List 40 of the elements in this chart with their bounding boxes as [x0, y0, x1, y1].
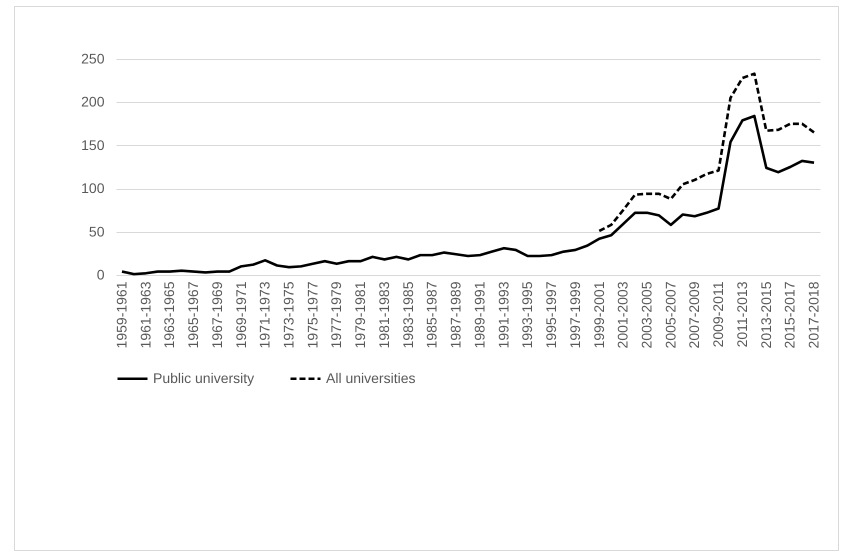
x-tick-label: 1971-1973 — [256, 281, 273, 348]
x-tick-label: 2007-2009 — [686, 281, 702, 348]
x-tick-label: 2003-2005 — [638, 281, 654, 348]
y-tick-label: 200 — [81, 94, 105, 110]
x-tick-label: 1977-1979 — [328, 281, 344, 348]
x-tick-label: 2009-2011 — [710, 281, 726, 348]
x-tick-label: 2005-2007 — [662, 281, 678, 348]
line-series — [120, 114, 816, 276]
x-tick-label: 1965-1967 — [185, 281, 202, 348]
x-tick-label: 1985-1987 — [424, 281, 440, 348]
x-tick-label: 1989-1991 — [471, 281, 488, 348]
x-tick-label: 1975-1977 — [304, 281, 320, 348]
x-tick-label: 1961-1963 — [137, 281, 154, 348]
legend-label: Public university — [153, 370, 254, 386]
x-tick-label: 2011-2013 — [734, 281, 750, 348]
x-tick-label: 1969-1971 — [232, 281, 249, 348]
x-tick-label: 1993-1995 — [519, 281, 536, 348]
y-tick-label: 50 — [88, 223, 105, 240]
x-tick-label: 1987-1989 — [448, 281, 464, 348]
x-tick-label: 2013-2015 — [758, 281, 774, 348]
line-series — [598, 72, 816, 232]
x-tick-label: 1959-1961 — [113, 281, 130, 348]
x-tick-label: 1973-1975 — [280, 281, 297, 348]
y-tick-label: 0 — [96, 266, 105, 282]
x-tick-label: 1999-2001 — [590, 281, 607, 348]
x-tick-label: 1979-1981 — [352, 281, 368, 348]
x-tick-label: 1997-1999 — [566, 281, 583, 348]
y-tick-label: 100 — [81, 180, 105, 196]
x-tick-label: 1991-1993 — [495, 281, 512, 348]
x-tick-label: 2001-2003 — [614, 281, 631, 348]
x-tick-label: 1963-1965 — [161, 281, 178, 348]
x-tick-label: 2017-2018 — [806, 281, 822, 348]
y-tick-label: 250 — [81, 50, 105, 66]
x-tick-label: 1983-1985 — [400, 281, 416, 348]
x-tick-label: 1995-1997 — [543, 281, 560, 348]
x-tick-label: 1967-1969 — [208, 281, 225, 348]
x-tick-label: 1981-1983 — [376, 281, 392, 348]
legend-label: All universities — [326, 370, 416, 386]
y-tick-label: 150 — [81, 136, 105, 153]
x-tick-label: 2015-2017 — [782, 281, 798, 348]
